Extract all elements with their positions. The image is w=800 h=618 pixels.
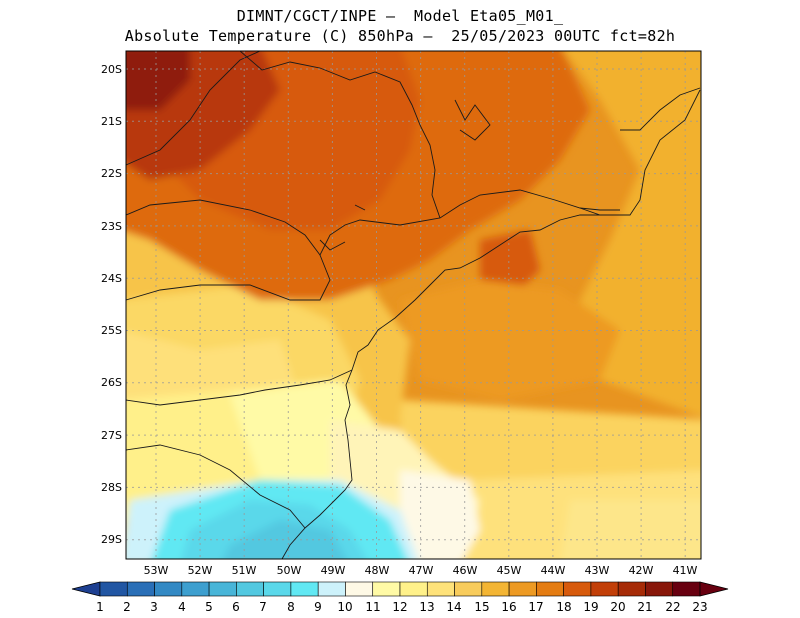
lon-label: 43W <box>585 564 610 577</box>
latitude-labels: 20S 21S 22S 23S 24S 25S 26S 27S 28S 29S <box>101 63 122 546</box>
lon-label: 46W <box>453 564 478 577</box>
colorbar-swatch <box>99 581 128 597</box>
colorbar-label: 18 <box>556 600 571 614</box>
plot-frame <box>125 50 702 560</box>
lat-label: 28S <box>101 481 122 494</box>
colorbar-swatch <box>617 581 646 597</box>
reservoir-lines <box>319 99 491 251</box>
lon-label: 49W <box>321 564 346 577</box>
state-border-rj <box>579 207 630 216</box>
colorbar-swatch <box>317 581 346 597</box>
lon-label: 45W <box>497 564 522 577</box>
lon-label: 42W <box>629 564 654 577</box>
state-border-pr <box>126 254 331 301</box>
colorbar-swatch <box>508 581 537 597</box>
colorbar-label: 22 <box>665 600 680 614</box>
colorbar-label: 8 <box>287 600 295 614</box>
lat-label: 29S <box>101 533 122 546</box>
lon-label: 44W <box>541 564 566 577</box>
colorbar-label: 2 <box>123 600 131 614</box>
colorbar-label: 11 <box>365 600 380 614</box>
colorbar-swatch <box>263 581 292 597</box>
lat-label: 25S <box>101 324 122 337</box>
temperature-field <box>126 51 701 559</box>
colorbar: 1 2 3 4 5 6 7 8 9 10 11 12 13 14 15 16 1… <box>71 581 729 614</box>
colorbar-swatch <box>126 581 155 597</box>
colorbar-right-arrow <box>699 581 729 597</box>
state-border-mg <box>239 51 441 219</box>
state-border-es <box>620 87 701 131</box>
colorbar-label: 9 <box>314 600 322 614</box>
colorbar-swatch <box>399 581 428 597</box>
colorbar-left-arrow <box>71 581 101 597</box>
state-border-ms-go <box>126 51 261 166</box>
lon-label: 50W <box>277 564 302 577</box>
state-border-sp-mg <box>126 189 620 256</box>
state-border-sc-rs <box>126 444 306 529</box>
colorbar-swatch <box>536 581 564 597</box>
colorbar-swatch <box>372 581 401 597</box>
lat-label: 23S <box>101 220 122 233</box>
colorbar-label: 5 <box>205 600 213 614</box>
colorbar-label: 4 <box>178 600 186 614</box>
colorbar-swatch <box>154 581 183 597</box>
colorbar-label: 21 <box>637 600 652 614</box>
colorbar-label: 7 <box>259 600 267 614</box>
colorbar-label: 23 <box>692 600 707 614</box>
colorbar-label: 20 <box>610 600 625 614</box>
colorbar-swatch <box>426 581 455 597</box>
colorbar-label: 16 <box>501 600 516 614</box>
colorbar-swatch <box>345 581 374 597</box>
lat-label: 21S <box>101 115 122 128</box>
colorbar-label: 13 <box>419 600 434 614</box>
lat-label: 27S <box>101 429 122 442</box>
colorbar-swatch <box>672 581 701 597</box>
colorbar-label: 19 <box>583 600 598 614</box>
lon-label: 41W <box>673 564 698 577</box>
lat-lon-grid <box>126 51 701 559</box>
colorbar-swatch <box>208 581 237 597</box>
colorbar-label: 12 <box>392 600 407 614</box>
colorbar-swatch <box>290 581 319 597</box>
colorbar-label: 3 <box>150 600 158 614</box>
colorbar-swatch <box>454 581 483 597</box>
lat-label: 22S <box>101 167 122 180</box>
colorbar-label: 17 <box>528 600 543 614</box>
lat-label: 26S <box>101 376 122 389</box>
colorbar-swatch <box>236 581 264 597</box>
colorbar-label: 1 <box>96 600 104 614</box>
lon-label: 53W <box>144 564 169 577</box>
map-title-line-1: DIMNT/CGCT/INPE – Model Eta05_M01_ <box>236 7 564 25</box>
lat-label: 20S <box>101 63 122 76</box>
lon-label: 48W <box>365 564 390 577</box>
lon-label: 52W <box>188 564 213 577</box>
colorbar-swatch <box>645 581 674 597</box>
coastline-borders <box>126 51 701 559</box>
colorbar-swatch <box>181 581 210 597</box>
colorbar-swatch <box>590 581 619 597</box>
colorbar-label: 10 <box>337 600 352 614</box>
lon-label: 51W <box>232 564 257 577</box>
colorbar-label: 15 <box>474 600 489 614</box>
lon-label: 47W <box>409 564 434 577</box>
colorbar-swatch <box>563 581 592 597</box>
colorbar-label: 14 <box>446 600 461 614</box>
colorbar-swatch <box>481 581 510 597</box>
state-border-pr-sc <box>126 369 353 406</box>
map-title-line-2: Absolute Temperature (C) 850hPa – 25/05/… <box>124 27 676 45</box>
lat-label: 24S <box>101 272 122 285</box>
colorbar-label: 6 <box>232 600 240 614</box>
longitude-labels: 53W 52W 51W 50W 49W 48W 47W 46W 45W 44W … <box>144 564 698 577</box>
